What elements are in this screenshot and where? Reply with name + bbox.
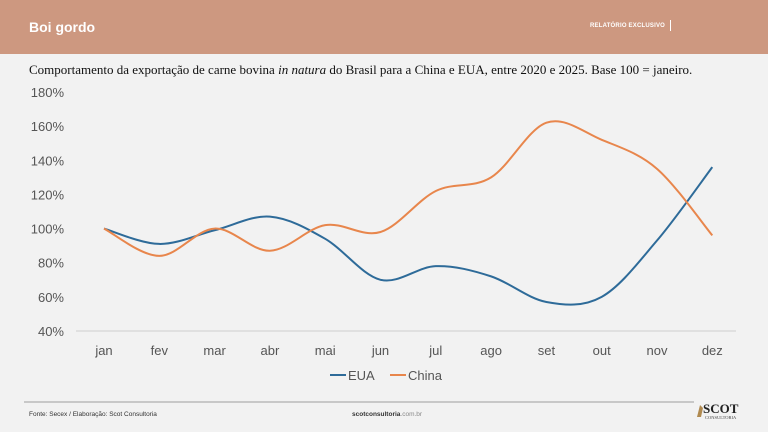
footer-divider (24, 401, 694, 403)
divider (670, 20, 671, 31)
subtitle-italic: in natura (278, 62, 327, 77)
series-line-china (103, 120, 714, 257)
x-tick-label: jul (428, 343, 442, 358)
y-tick-label: 120% (31, 187, 65, 202)
x-tick-label: jun (371, 343, 389, 358)
website-link[interactable]: scotconsultoria.com.br (352, 411, 422, 418)
x-tick-label: dez (702, 343, 723, 358)
x-tick-label: fev (151, 343, 169, 358)
x-tick-label: mai (315, 343, 336, 358)
x-tick-label: nov (647, 343, 668, 358)
svg-text:CONSULTORIA: CONSULTORIA (705, 415, 737, 420)
subtitle-text-2: do Brasil para a China e EUA, entre 2020… (326, 62, 693, 77)
y-tick-label: 80% (38, 256, 64, 271)
x-tick-label: mar (203, 343, 226, 358)
site-name: scotconsultoria (352, 411, 401, 418)
legend-label-eua: EUA (348, 368, 375, 383)
site-domain: .com.br (400, 411, 423, 418)
report-tag: RELATÓRIO EXCLUSIVO (590, 23, 666, 29)
x-tick-label: jan (94, 343, 112, 358)
y-tick-label: 100% (31, 222, 65, 237)
y-tick-label: 60% (38, 290, 64, 305)
scot-logo: SCOT CONSULTORIA (694, 399, 744, 421)
source-note: Fonte: Secex / Elaboração: Scot Consulto… (29, 411, 157, 418)
line-chart: 40% 60% 80% 100% 120% 140% 160% 180% jan fev mar ab… (31, 85, 736, 383)
chart-subtitle: Comportamento da exportação de carne bov… (29, 62, 692, 78)
x-tick-label: out (593, 343, 611, 358)
y-tick-label: 180% (31, 85, 65, 100)
x-tick-label: set (538, 343, 556, 358)
svg-text:SCOT: SCOT (703, 401, 739, 416)
y-tick-label: 40% (38, 324, 64, 339)
section-title: Boi gordo (29, 19, 96, 35)
legend-label-china: China (408, 368, 443, 383)
header-banner: Boi gordo RELATÓRIO EXCLUSIVO (0, 0, 768, 54)
x-tick-label: abr (261, 343, 280, 358)
subtitle-text: Comportamento da exportação de carne bov… (29, 62, 279, 77)
x-tick-label: ago (480, 343, 502, 358)
y-tick-label: 140% (31, 153, 65, 168)
y-tick-label: 160% (31, 119, 65, 134)
